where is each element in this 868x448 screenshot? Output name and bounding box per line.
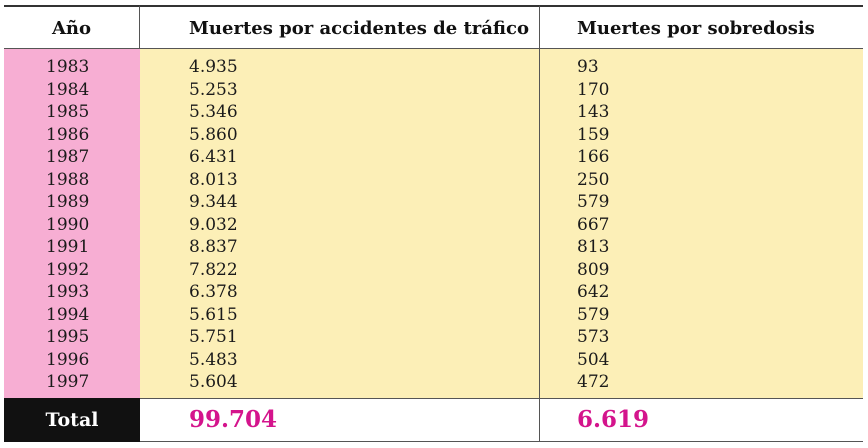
traffic-deaths-cell: 6.378 — [189, 282, 238, 302]
traffic-deaths-cell: 8.013 — [189, 169, 238, 190]
year-cell: 1986 — [46, 124, 90, 145]
year-cell: 1984 — [46, 79, 90, 100]
total-label: Total — [4, 398, 140, 442]
overdose-deaths-cell: 472 — [577, 372, 610, 392]
traffic-deaths-cell: 6.431 — [189, 147, 238, 167]
overdose-deaths-cell: 667 — [577, 214, 610, 235]
year-cell: 1994 — [46, 304, 90, 325]
year-cell: 1988 — [46, 169, 90, 190]
year-cell: 1997 — [46, 372, 90, 392]
traffic-deaths-cell: 4.935 — [189, 57, 238, 77]
overdose-deaths-cell: 809 — [577, 259, 610, 280]
traffic-deaths-cell: 5.860 — [189, 124, 238, 145]
year-cell: 1992 — [46, 259, 90, 280]
year-cell: 1995 — [46, 327, 90, 347]
year-cell: 1993 — [46, 282, 90, 302]
traffic-deaths-cell: 9.032 — [189, 214, 238, 235]
traffic-deaths-cell: 5.253 — [189, 79, 238, 100]
header-cell-traffic-deaths: Muertes por accidentes de tráfico — [140, 5, 540, 49]
year-cell: 1983 — [46, 57, 90, 77]
traffic-deaths-cell: 5.615 — [189, 304, 238, 325]
overdose-deaths-column: 93 170 143 159 166 250 579 667 813 809 642 579 573 50… — [540, 49, 863, 398]
total-overdose-deaths: 6.619 — [540, 398, 863, 442]
overdose-deaths-cell: 642 — [577, 282, 610, 302]
overdose-deaths-cell: 159 — [577, 124, 610, 145]
total-traffic-deaths: 99.704 — [140, 398, 540, 442]
year-cell: 1989 — [46, 192, 90, 212]
overdose-deaths-cell: 250 — [577, 169, 610, 190]
overdose-deaths-cell: 573 — [577, 327, 610, 347]
year-column: 1983 1984 1985 1986 1987 1988 1989 1990 1991 1992… — [4, 49, 140, 398]
traffic-deaths-column: 4.935 5.253 5.346 5.860 6.431 8.013 9.344 9.032… — [140, 49, 540, 398]
traffic-deaths-cell: 5.483 — [189, 349, 238, 370]
year-cell: 1990 — [46, 214, 90, 235]
overdose-deaths-cell: 579 — [577, 192, 610, 212]
overdose-deaths-cell: 579 — [577, 304, 610, 325]
traffic-deaths-cell: 5.751 — [189, 327, 238, 347]
traffic-deaths-cell: 8.837 — [189, 237, 238, 257]
traffic-deaths-cell: 5.346 — [189, 102, 238, 122]
overdose-deaths-cell: 166 — [577, 147, 610, 167]
year-cell: 1996 — [46, 349, 90, 370]
year-cell: 1991 — [46, 237, 90, 257]
overdose-deaths-cell: 504 — [577, 349, 610, 370]
header-cell-year: Año — [4, 5, 140, 49]
overdose-deaths-cell: 93 — [577, 57, 599, 77]
overdose-deaths-cell: 813 — [577, 237, 610, 257]
traffic-deaths-cell: 5.604 — [189, 372, 238, 392]
traffic-deaths-cell: 9.344 — [189, 192, 238, 212]
overdose-deaths-cell: 170 — [577, 79, 610, 100]
year-cell: 1985 — [46, 102, 90, 122]
year-cell: 1987 — [46, 147, 90, 167]
header-cell-overdose-deaths: Muertes por sobredosis — [540, 5, 863, 49]
traffic-deaths-cell: 7.822 — [189, 259, 238, 280]
overdose-deaths-cell: 143 — [577, 102, 610, 122]
